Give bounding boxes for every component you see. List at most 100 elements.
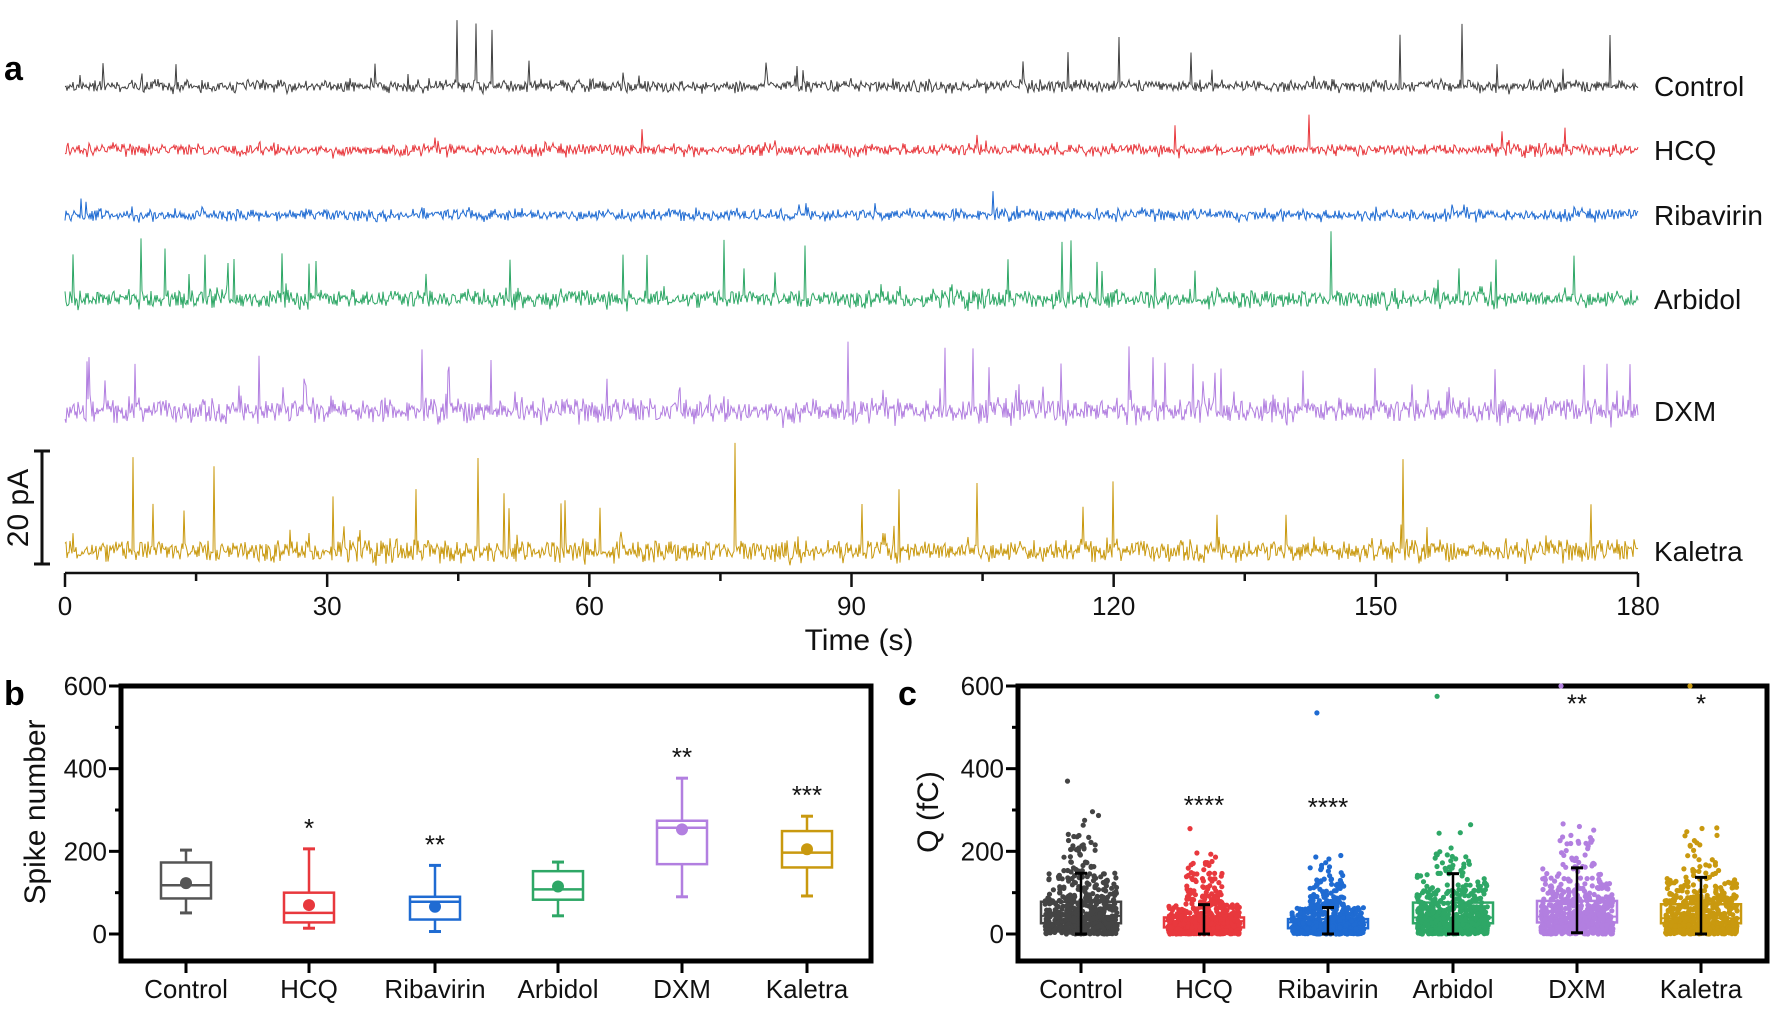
- data-point: [1092, 847, 1098, 853]
- data-point: [1215, 905, 1221, 911]
- data-point: [1595, 904, 1601, 910]
- data-point: [1567, 911, 1573, 917]
- data-point: [1718, 914, 1725, 920]
- data-point: [1190, 906, 1197, 912]
- data-point: [1071, 833, 1077, 840]
- data-point: [1600, 916, 1606, 923]
- data-point: [1082, 889, 1088, 895]
- data-point: [1418, 930, 1424, 936]
- x-tick-label-dxm: DXM: [653, 974, 711, 1004]
- data-point: [1733, 916, 1739, 922]
- data-point: [1471, 887, 1477, 894]
- data-point: [1197, 917, 1203, 923]
- data-point: [1686, 922, 1692, 928]
- data-point: [1591, 891, 1597, 898]
- data-point: [1683, 904, 1689, 910]
- data-point: [1566, 930, 1572, 936]
- data-point: [1322, 900, 1328, 907]
- data-point: [1434, 913, 1440, 919]
- data-point: [1330, 916, 1336, 922]
- panel-c-ylabel: Q (fC): [912, 771, 945, 853]
- data-point: [1460, 922, 1466, 928]
- data-point: [1475, 888, 1481, 894]
- data-point: [1167, 925, 1173, 931]
- data-point: [1050, 887, 1056, 893]
- data-point: [1209, 858, 1215, 865]
- data-point: [1328, 877, 1334, 883]
- data-point: [1462, 889, 1468, 895]
- data-point: [1216, 891, 1222, 897]
- y-tick-label: 600: [961, 671, 1004, 701]
- panel-label-a: a: [4, 50, 24, 88]
- data-point: [1479, 888, 1485, 894]
- data-point: [1353, 910, 1359, 916]
- data-point: [1183, 908, 1190, 915]
- data-point: [1714, 825, 1720, 831]
- data-point: [1068, 859, 1074, 865]
- data-point: [1697, 864, 1703, 870]
- data-point: [1596, 911, 1602, 917]
- data-point: [1439, 860, 1445, 866]
- data-point: [1676, 927, 1682, 934]
- y-tick-label: 200: [64, 836, 107, 866]
- data-point: [1428, 892, 1434, 898]
- data-point: [1672, 912, 1678, 919]
- data-point: [1193, 923, 1199, 929]
- data-point: [1671, 905, 1677, 911]
- data-point: [1664, 885, 1670, 892]
- data-point: [1554, 873, 1560, 879]
- data-point: [1083, 896, 1089, 902]
- data-point: [1691, 838, 1697, 844]
- data-point: [1340, 901, 1346, 907]
- data-point: [1436, 830, 1442, 836]
- data-point: [1609, 908, 1615, 914]
- data-point: [1061, 854, 1067, 860]
- data-point: [1046, 907, 1052, 913]
- data-point: [1088, 839, 1094, 846]
- data-point: [1337, 917, 1343, 923]
- significance-stars: ****: [1184, 790, 1224, 820]
- data-point: [1428, 905, 1434, 911]
- data-point: [1319, 862, 1325, 869]
- data-point: [1461, 864, 1467, 870]
- data-point: [1065, 894, 1071, 900]
- mean-marker: [303, 899, 315, 912]
- data-point: [1326, 856, 1332, 862]
- data-point: [1445, 900, 1451, 906]
- data-point: [1585, 846, 1591, 852]
- data-point: [1464, 929, 1470, 935]
- data-point: [1417, 914, 1423, 920]
- data-point: [1057, 884, 1063, 890]
- data-point: [1584, 918, 1590, 924]
- data-point: [1687, 683, 1693, 689]
- significance-stars: **: [672, 742, 692, 772]
- data-point: [1194, 871, 1200, 877]
- data-point: [1167, 919, 1173, 925]
- data-point: [1424, 894, 1430, 900]
- data-point: [1606, 894, 1612, 900]
- data-point: [1473, 897, 1479, 904]
- data-point: [1580, 886, 1586, 892]
- data-point: [1328, 902, 1334, 908]
- data-point: [1458, 869, 1465, 875]
- data-point: [1424, 872, 1430, 878]
- data-point: [1570, 917, 1576, 923]
- data-point: [1477, 883, 1484, 889]
- data-point: [1604, 885, 1611, 891]
- data-point: [1436, 909, 1442, 915]
- data-point: [1306, 905, 1312, 912]
- data-point: [1305, 909, 1311, 916]
- data-point: [1081, 846, 1087, 852]
- data-point: [1469, 920, 1475, 926]
- data-point: [1103, 929, 1109, 936]
- data-point: [1289, 917, 1295, 923]
- data-point: [1473, 915, 1479, 922]
- data-point: [1588, 839, 1594, 845]
- data-point: [1437, 921, 1443, 928]
- data-point: [1224, 920, 1230, 926]
- data-point: [1080, 842, 1086, 848]
- data-point: [1434, 693, 1440, 699]
- data-point: [1415, 923, 1422, 929]
- data-point: [1043, 930, 1049, 936]
- data-point: [1442, 922, 1448, 928]
